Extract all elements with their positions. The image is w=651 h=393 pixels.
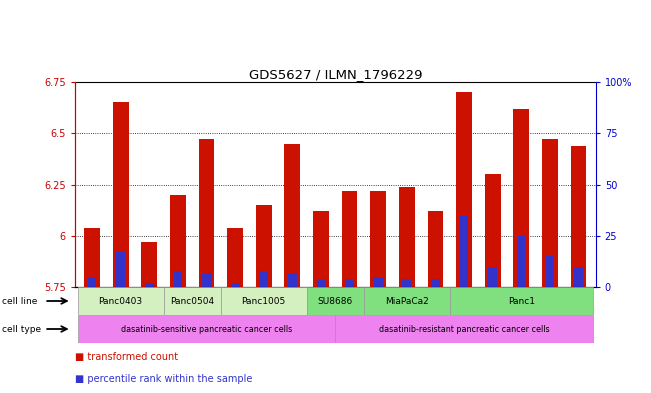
Bar	[316, 279, 326, 287]
Bar	[374, 277, 383, 287]
Bar	[221, 287, 307, 315]
Bar	[431, 279, 439, 287]
Bar	[514, 108, 529, 287]
Bar	[117, 252, 125, 287]
Text: ■ percentile rank within the sample: ■ percentile rank within the sample	[75, 374, 252, 384]
Bar	[485, 174, 501, 287]
Bar	[84, 228, 100, 287]
Bar	[399, 187, 415, 287]
Bar	[402, 279, 411, 287]
Text: GDS5627 / ILMN_1796229: GDS5627 / ILMN_1796229	[249, 68, 422, 81]
Bar	[174, 271, 182, 287]
Bar	[571, 145, 587, 287]
Text: Panc0403: Panc0403	[98, 296, 143, 305]
Bar	[77, 287, 163, 315]
Bar	[574, 266, 583, 287]
Bar	[546, 256, 554, 287]
Bar	[517, 236, 525, 287]
Bar	[145, 283, 154, 287]
Text: MiaPaCa2: MiaPaCa2	[385, 296, 428, 305]
Bar	[488, 266, 497, 287]
Bar	[288, 273, 297, 287]
Text: ■ transformed count: ■ transformed count	[75, 352, 178, 362]
Bar	[113, 103, 128, 287]
Bar	[542, 140, 558, 287]
Bar	[364, 287, 450, 315]
Bar	[141, 242, 157, 287]
Text: dasatinib-resistant pancreatic cancer cells: dasatinib-resistant pancreatic cancer ce…	[379, 325, 549, 334]
Bar	[231, 283, 240, 287]
Bar	[284, 143, 300, 287]
Text: cell type: cell type	[2, 325, 41, 334]
Bar	[460, 215, 468, 287]
Bar	[342, 191, 357, 287]
Text: SU8686: SU8686	[318, 296, 353, 305]
Text: dasatinib-sensitive pancreatic cancer cells: dasatinib-sensitive pancreatic cancer ce…	[121, 325, 292, 334]
Bar	[450, 287, 593, 315]
Bar	[202, 273, 211, 287]
Text: cell line: cell line	[2, 296, 37, 305]
Bar	[227, 228, 243, 287]
Bar	[428, 211, 443, 287]
Bar	[370, 191, 386, 287]
Bar	[345, 279, 354, 287]
Bar	[335, 315, 593, 343]
Text: Panc0504: Panc0504	[170, 296, 214, 305]
Bar	[256, 205, 271, 287]
Bar	[456, 92, 472, 287]
Bar	[170, 195, 186, 287]
Bar	[259, 271, 268, 287]
Text: Panc1005: Panc1005	[242, 296, 286, 305]
Bar	[313, 211, 329, 287]
Text: Panc1: Panc1	[508, 296, 534, 305]
Bar	[77, 315, 335, 343]
Bar	[88, 277, 96, 287]
Bar	[199, 140, 214, 287]
Bar	[163, 287, 221, 315]
Bar	[307, 287, 364, 315]
